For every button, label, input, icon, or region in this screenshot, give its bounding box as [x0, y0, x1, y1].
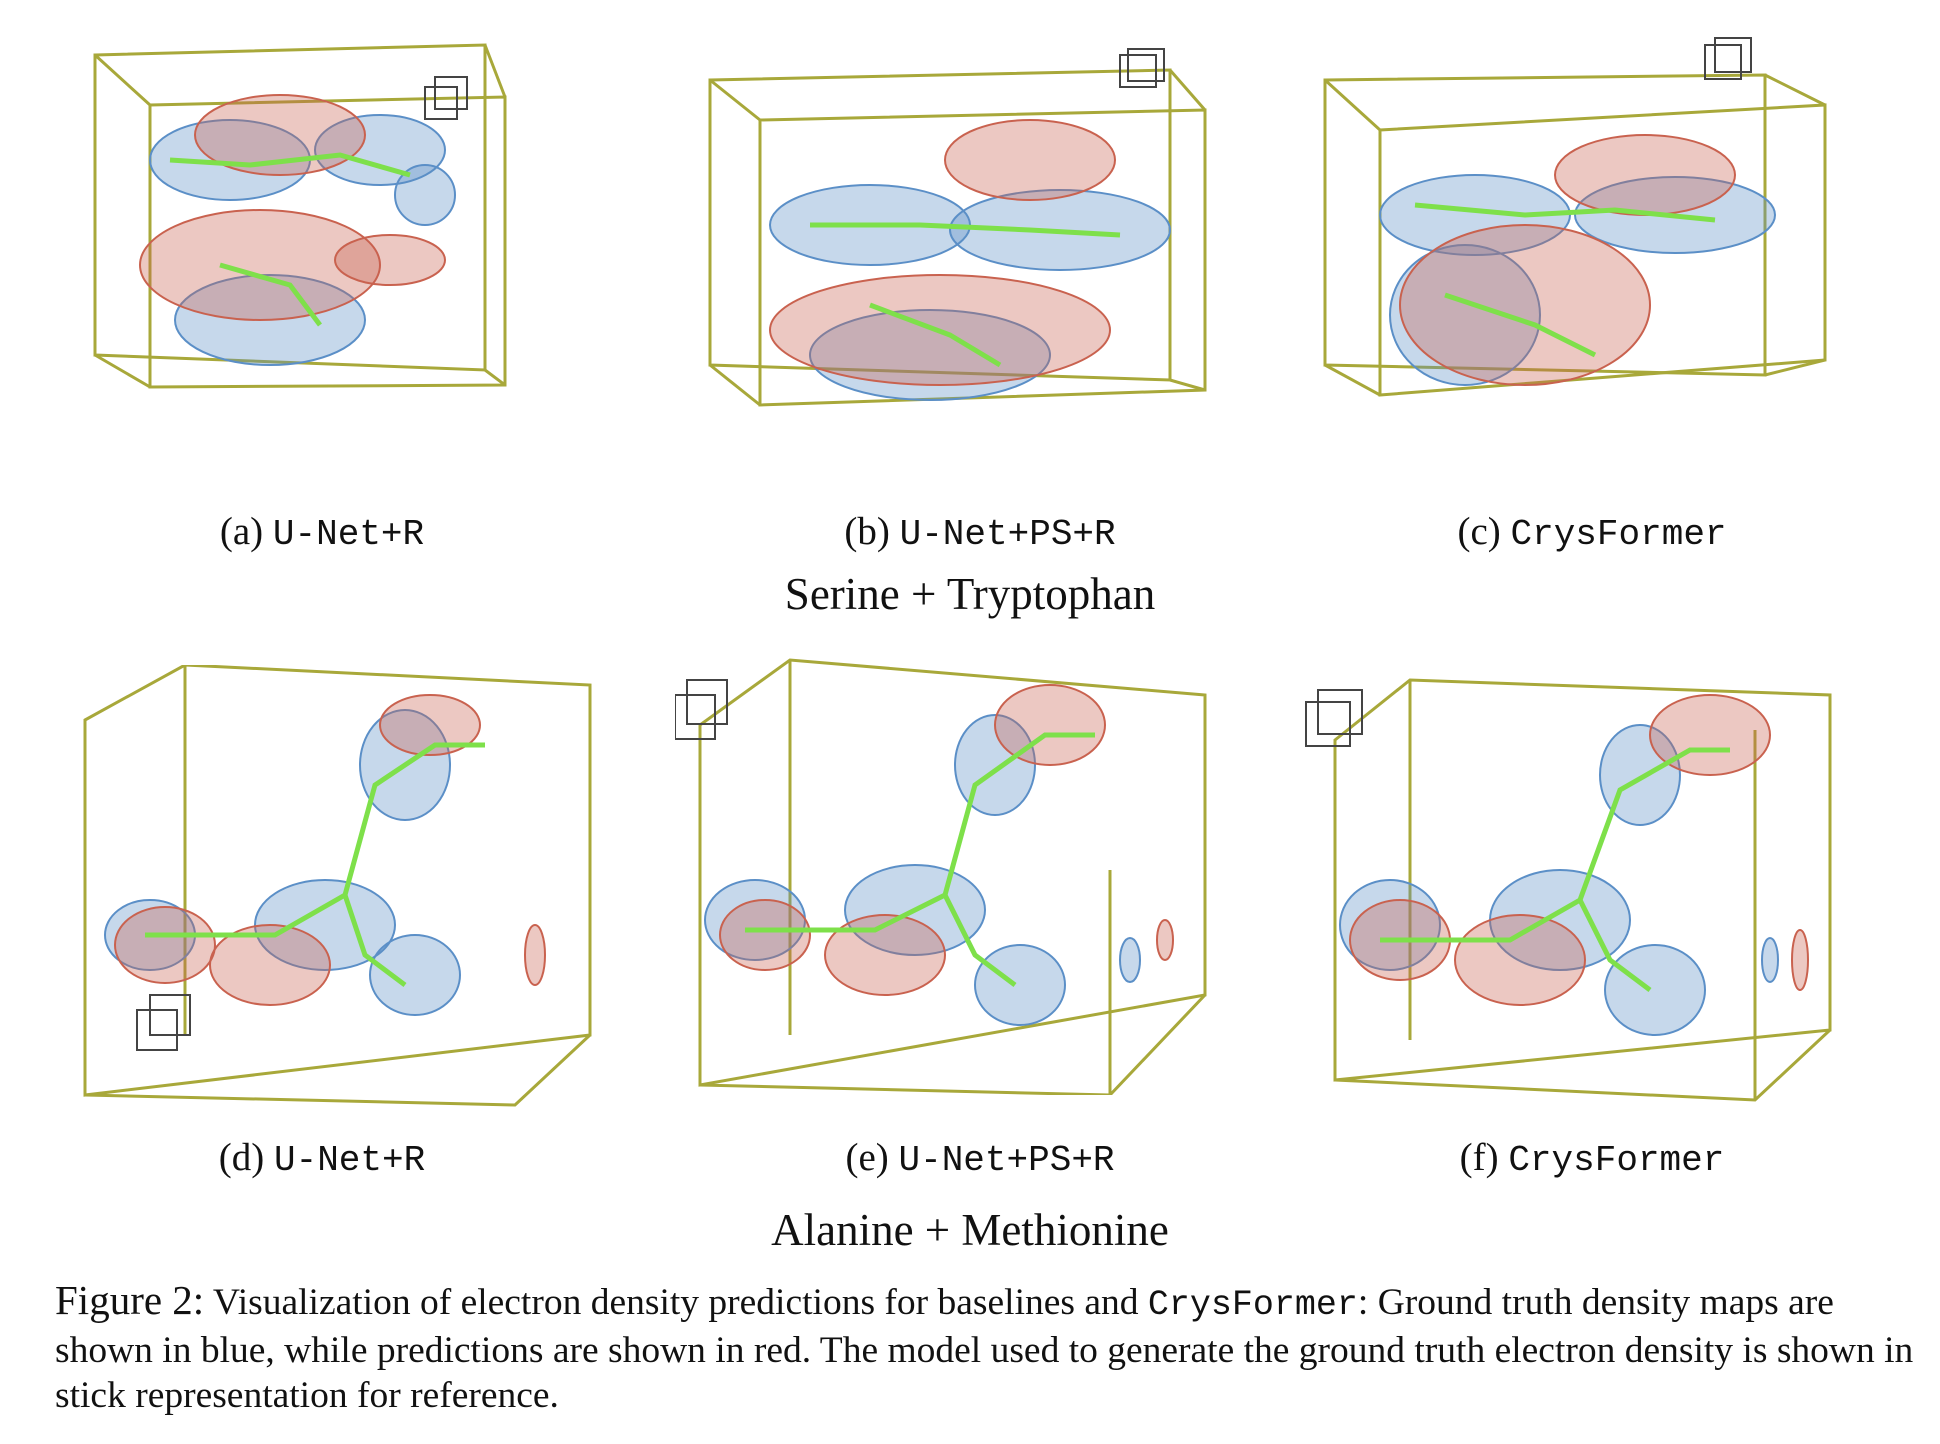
figure-label: Figure 2: — [55, 1277, 205, 1323]
unit-cell-box — [698, 658, 1207, 1095]
prediction-mesh — [1399, 134, 1736, 386]
ground-truth-mesh — [149, 114, 456, 366]
axis-cube-icon — [1305, 689, 1363, 747]
caption-text-after: : Ground truth density maps are shown in… — [55, 1282, 1914, 1416]
stick-model — [1414, 202, 1716, 358]
caption-b: (b) U-Net+PS+R — [844, 510, 1116, 555]
axis-cube-icon — [1704, 37, 1752, 80]
density-render-e — [675, 658, 1207, 1095]
caption-f: (f) CrysFormer — [1459, 1136, 1725, 1181]
density-render-f — [1305, 678, 1832, 1102]
stick-model — [1380, 747, 1730, 992]
axis-cube-icon — [675, 679, 728, 740]
prediction-mesh — [114, 694, 546, 1006]
panel-c-density-view — [1315, 35, 1835, 435]
prediction-mesh — [139, 94, 446, 321]
density-render-c — [1323, 37, 1827, 397]
caption-a: (a) U-Net+R — [219, 510, 425, 555]
stick-model — [169, 152, 411, 327]
density-render-a — [93, 43, 507, 389]
panel-a-density-view — [80, 35, 560, 405]
group-title-alanine-methionine: Alanine + Methionine — [771, 1205, 1169, 1255]
axis-cube-icon — [136, 994, 191, 1051]
caption-text-before: Visualization of electron density predic… — [212, 1282, 1139, 1323]
prediction-mesh — [719, 684, 1174, 996]
figure-caption: Figure 2: Visualization of electron dens… — [55, 1278, 1915, 1418]
caption-d: (d) U-Net+R — [218, 1136, 426, 1181]
density-render-b — [708, 48, 1207, 407]
stick-model — [810, 222, 1121, 368]
panel-d-density-view — [75, 665, 605, 1110]
stick-model — [745, 732, 1095, 987]
unit-cell-box — [93, 43, 507, 389]
axis-cube-icon — [424, 76, 468, 120]
ground-truth-mesh — [1379, 174, 1776, 386]
panel-e-density-view — [675, 655, 1215, 1095]
unit-cell-box — [83, 665, 592, 1107]
panel-f-density-view — [1300, 660, 1840, 1105]
caption-model-name: CrysFormer — [1147, 1285, 1358, 1325]
density-render-d — [83, 665, 592, 1107]
panel-b-density-view — [700, 45, 1220, 425]
unit-cell-box — [1323, 73, 1827, 397]
group-title-serine-tryptophan: Serine + Tryptophan — [784, 569, 1156, 619]
stick-model — [145, 742, 485, 987]
caption-c: (c) CrysFormer — [1457, 510, 1727, 555]
axis-cube-icon — [1119, 48, 1165, 88]
prediction-mesh — [1349, 694, 1809, 1006]
unit-cell-box — [708, 68, 1207, 407]
caption-e: (e) U-Net+PS+R — [845, 1136, 1115, 1181]
